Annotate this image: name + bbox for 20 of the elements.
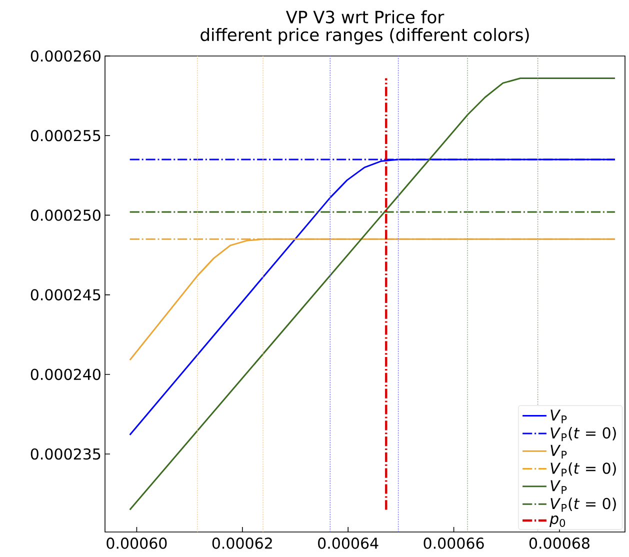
y-tick-label: 0.000245 <box>30 289 100 300</box>
x-tick-label: 0.00068 <box>529 538 590 549</box>
legend-label: p$_{0}$ <box>550 516 566 528</box>
legend-label: V$_{P}$(t = 0) <box>550 427 616 442</box>
legend-label: V$_{P}$ <box>550 480 567 494</box>
x-tick-label: 0.00062 <box>212 538 272 549</box>
y-tick-label: 0.000250 <box>30 210 100 221</box>
y-tick-label: 0.000255 <box>30 130 100 142</box>
x-tick-label: 0.00064 <box>318 538 378 549</box>
legend-label: V$_{P}$ <box>550 444 567 459</box>
legend-label: V$_{P}$(t = 0) <box>550 462 616 476</box>
y-tick-label: 0.000235 <box>30 448 100 460</box>
legend-label: V$_{P}$(t = 0) <box>550 498 616 512</box>
legend-label: V$_{P}$ <box>550 410 567 424</box>
chart-subtitle: different price ranges (different colors) <box>200 28 529 44</box>
x-tick-label: 0.00066 <box>424 538 484 549</box>
x-tick-label: 0.00060 <box>106 538 167 549</box>
chart-title: VP V3 wrt Price for <box>286 10 444 24</box>
y-tick-label: 0.000240 <box>30 368 100 380</box>
y-tick-label: 0.000260 <box>30 50 100 62</box>
